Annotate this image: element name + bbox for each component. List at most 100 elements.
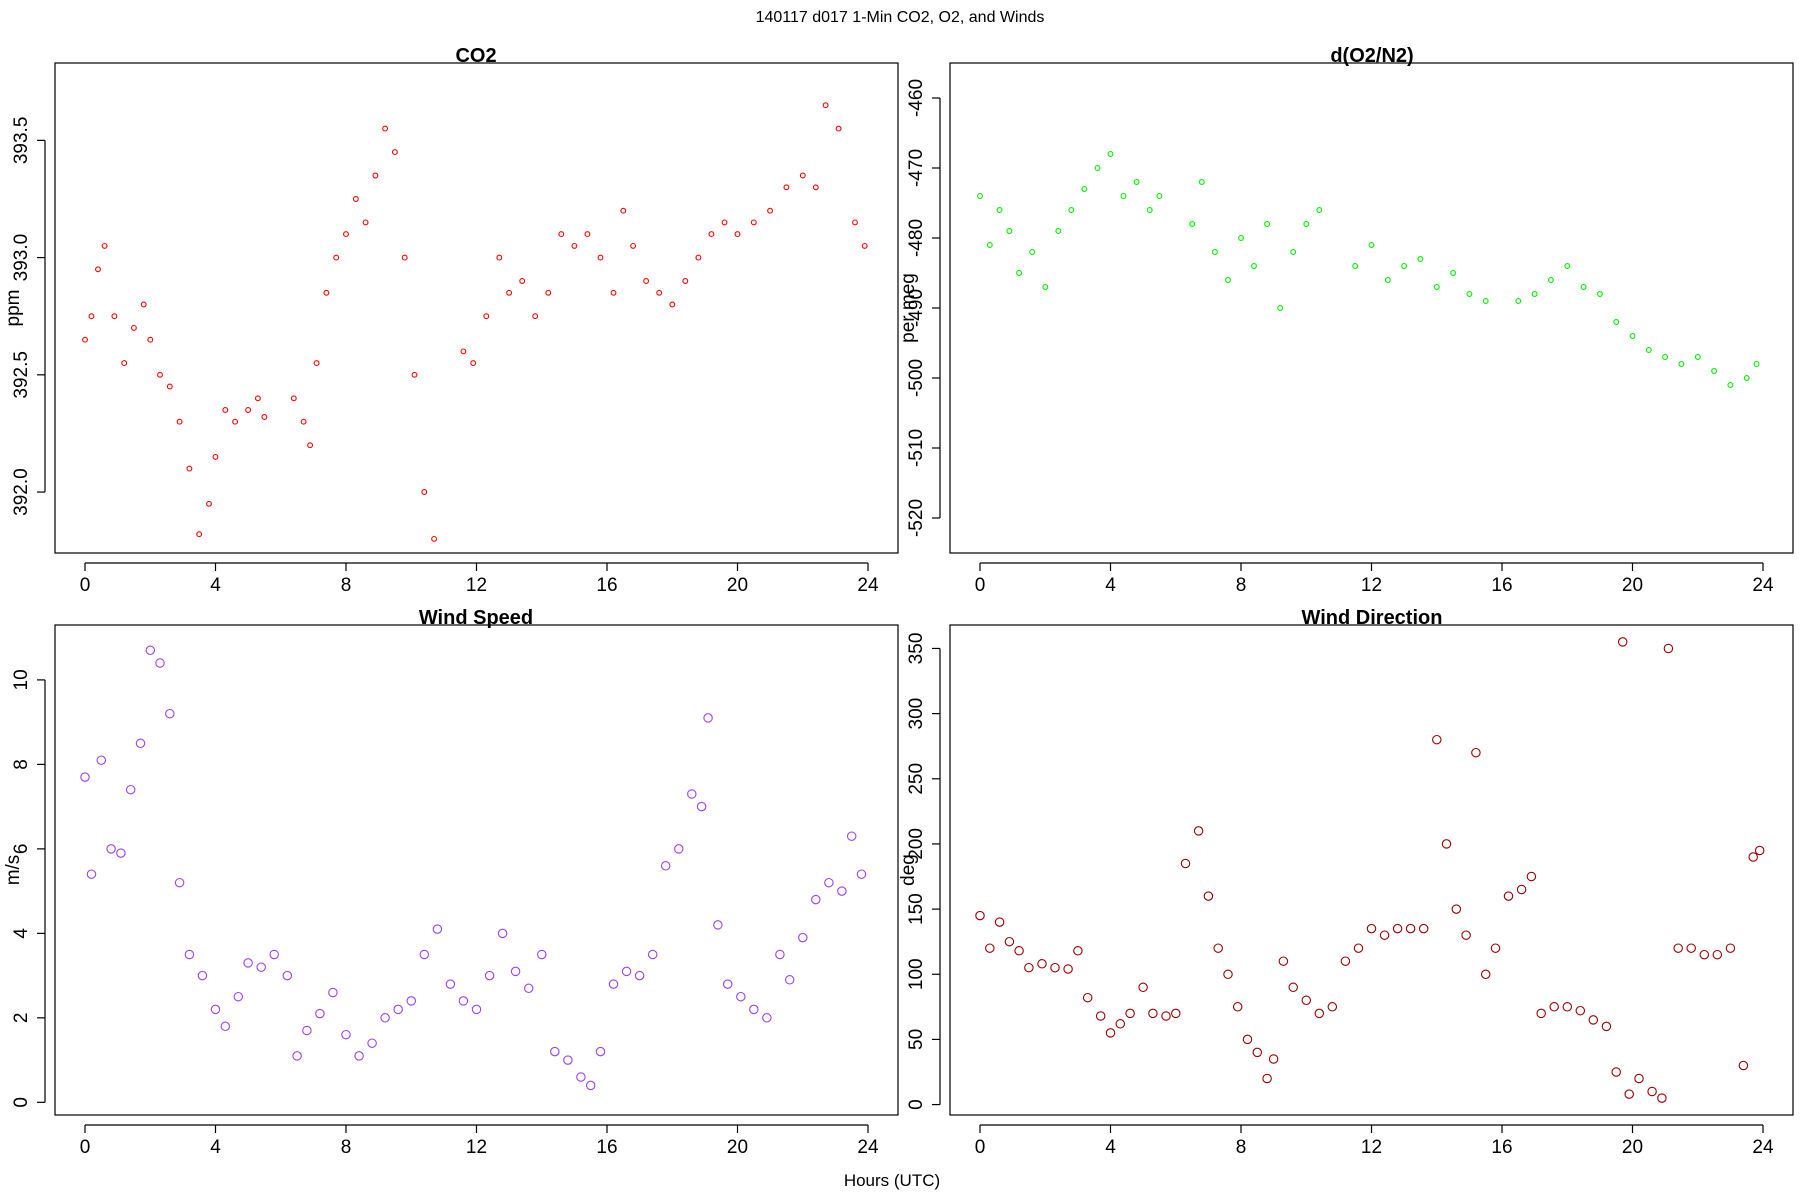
- data-point: [1081, 186, 1088, 192]
- data-point: [1203, 891, 1214, 901]
- data-point: [1580, 284, 1587, 290]
- data-point: [846, 831, 857, 841]
- x-tick-label: 12: [466, 575, 487, 596]
- data-point: [571, 242, 578, 249]
- data-point: [852, 219, 858, 226]
- y-tick-label: 350: [906, 633, 927, 665]
- data-point: [1042, 284, 1049, 290]
- data-point: [1161, 1011, 1171, 1021]
- data-point: [1531, 291, 1538, 297]
- data-point: [1657, 1093, 1667, 1103]
- data-point: [197, 970, 208, 981]
- data-point: [484, 970, 495, 981]
- data-point: [1148, 1008, 1158, 1019]
- data-point: [80, 772, 90, 782]
- data-point: [1748, 852, 1758, 862]
- data-point: [620, 207, 627, 214]
- data-point: [1663, 643, 1674, 654]
- data-point: [458, 996, 469, 1006]
- data-point: [111, 313, 118, 320]
- data-point: [391, 149, 398, 156]
- data-point: [343, 231, 349, 238]
- data-point: [1433, 284, 1440, 290]
- wind-speed-x-axis: 0 4 8 12 16 20 24: [80, 1124, 879, 1158]
- data-point: [1712, 949, 1723, 960]
- data-point: [812, 184, 819, 191]
- data-point: [811, 894, 821, 905]
- data-point: [835, 125, 842, 132]
- data-point: [585, 1080, 596, 1091]
- data-point: [563, 1055, 573, 1065]
- data-point: [1547, 277, 1554, 283]
- data-point: [1232, 1002, 1243, 1012]
- data-point: [367, 1038, 377, 1048]
- data-point: [1156, 193, 1163, 199]
- wind-speed-panel-title: Wind Speed: [419, 607, 533, 629]
- x-tick-label: 16: [596, 1137, 617, 1158]
- wind-direction-y-axis: 0 50 100 150 200 250 300 350: [906, 633, 941, 1110]
- data-point: [328, 987, 338, 998]
- data-point: [584, 231, 591, 238]
- data-point: [837, 886, 847, 896]
- data-point: [721, 219, 728, 226]
- data-point: [269, 949, 279, 960]
- y-tick-label: -500: [906, 359, 927, 397]
- data-point: [176, 418, 183, 425]
- data-point: [1211, 249, 1218, 255]
- data-point: [608, 979, 619, 989]
- data-point: [106, 844, 116, 854]
- data-point: [210, 1004, 221, 1015]
- data-point: [1063, 964, 1073, 974]
- data-point: [1575, 1005, 1586, 1016]
- data-point: [86, 869, 97, 879]
- data-point: [550, 1046, 560, 1057]
- data-point: [1073, 946, 1083, 956]
- data-point: [233, 991, 244, 1002]
- data-point: [372, 172, 379, 179]
- data-point: [1516, 884, 1527, 895]
- figure-x-axis-label: Hours (UTC): [844, 1171, 940, 1190]
- x-tick-label: 0: [975, 1137, 986, 1158]
- data-point: [290, 395, 297, 402]
- data-point: [157, 371, 163, 378]
- data-point: [703, 713, 713, 723]
- data-point: [116, 848, 126, 858]
- data-point: [1417, 256, 1424, 262]
- data-point: [545, 289, 552, 296]
- data-point: [1024, 962, 1034, 973]
- data-point: [135, 738, 146, 749]
- data-point: [1105, 1028, 1116, 1038]
- data-point: [1225, 277, 1231, 283]
- data-point: [1268, 1054, 1279, 1064]
- data-point: [1095, 1011, 1106, 1021]
- data-point: [1471, 747, 1481, 758]
- data-point: [496, 254, 503, 261]
- co2-panel: CO2 0 4 8 12 16 20 24 392.0 392.5 393.0 393.5 ppm: [3, 45, 899, 596]
- data-point: [1611, 1067, 1621, 1077]
- data-point: [1503, 891, 1514, 901]
- y-tick-label: 250: [906, 763, 927, 795]
- data-point: [1016, 270, 1023, 276]
- data-point: [1601, 1021, 1612, 1032]
- data-point: [140, 301, 147, 308]
- data-point: [206, 500, 212, 507]
- data-point: [1189, 221, 1196, 227]
- data-point: [1662, 354, 1669, 360]
- data-point: [1536, 1008, 1546, 1019]
- data-point: [1617, 637, 1628, 647]
- data-point: [1327, 1002, 1338, 1012]
- data-point: [1596, 291, 1603, 297]
- x-tick-label: 16: [1491, 1137, 1512, 1158]
- data-point: [1314, 1008, 1325, 1019]
- data-point: [393, 1004, 403, 1015]
- co2-x-axis: 0 4 8 12 16 20 24: [80, 562, 879, 596]
- data-point: [382, 125, 389, 132]
- x-tick-label: 8: [341, 1137, 352, 1158]
- data-point: [621, 966, 632, 977]
- data-point: [147, 336, 154, 343]
- x-tick-label: 8: [1236, 575, 1247, 596]
- x-tick-label: 20: [727, 1137, 748, 1158]
- y-tick-label: 200: [906, 828, 927, 860]
- data-point: [431, 535, 438, 542]
- wind-speed-y-axis-label: m/s: [3, 855, 24, 886]
